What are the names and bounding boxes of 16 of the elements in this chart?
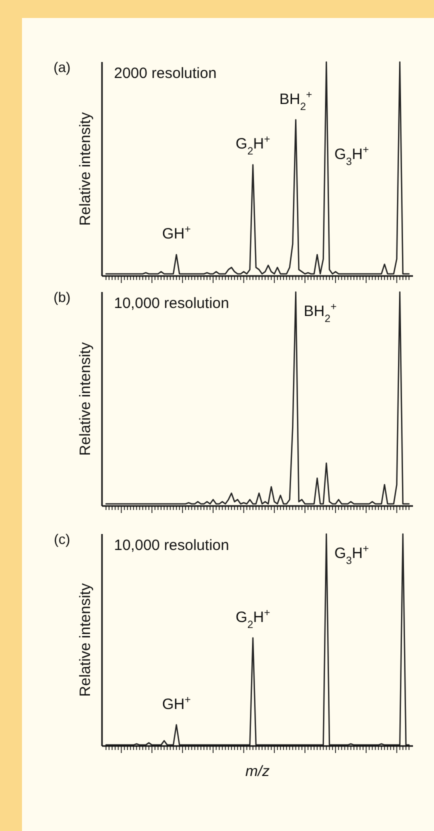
y-axis-title: Relative intensity xyxy=(77,582,94,697)
annotation: 10,000 resolution xyxy=(114,537,230,554)
chart-title: (b) xyxy=(53,289,71,305)
y-axis-title: Relative intensity xyxy=(77,112,94,226)
annotation: 10,000 resolution xyxy=(114,295,230,312)
annotation: G$_{3}$H$^{+}$ xyxy=(334,144,369,168)
annotation: 2000 resolution xyxy=(114,65,217,82)
annotation: G$_{2}$H$^{+}$ xyxy=(236,606,270,631)
annotation: GH$^{+}$ xyxy=(162,224,191,243)
annotation: G$_{3}$H$^{+}$ xyxy=(334,543,369,567)
x-axis-title: m/z xyxy=(245,763,270,780)
annotation: G$_{2}$H$^{+}$ xyxy=(236,134,270,158)
chart-title: (a) xyxy=(53,59,71,75)
chart-title: (c) xyxy=(54,531,70,547)
y-axis-title: Relative intensity xyxy=(77,342,94,456)
annotation: GH$^{+}$ xyxy=(162,694,191,713)
